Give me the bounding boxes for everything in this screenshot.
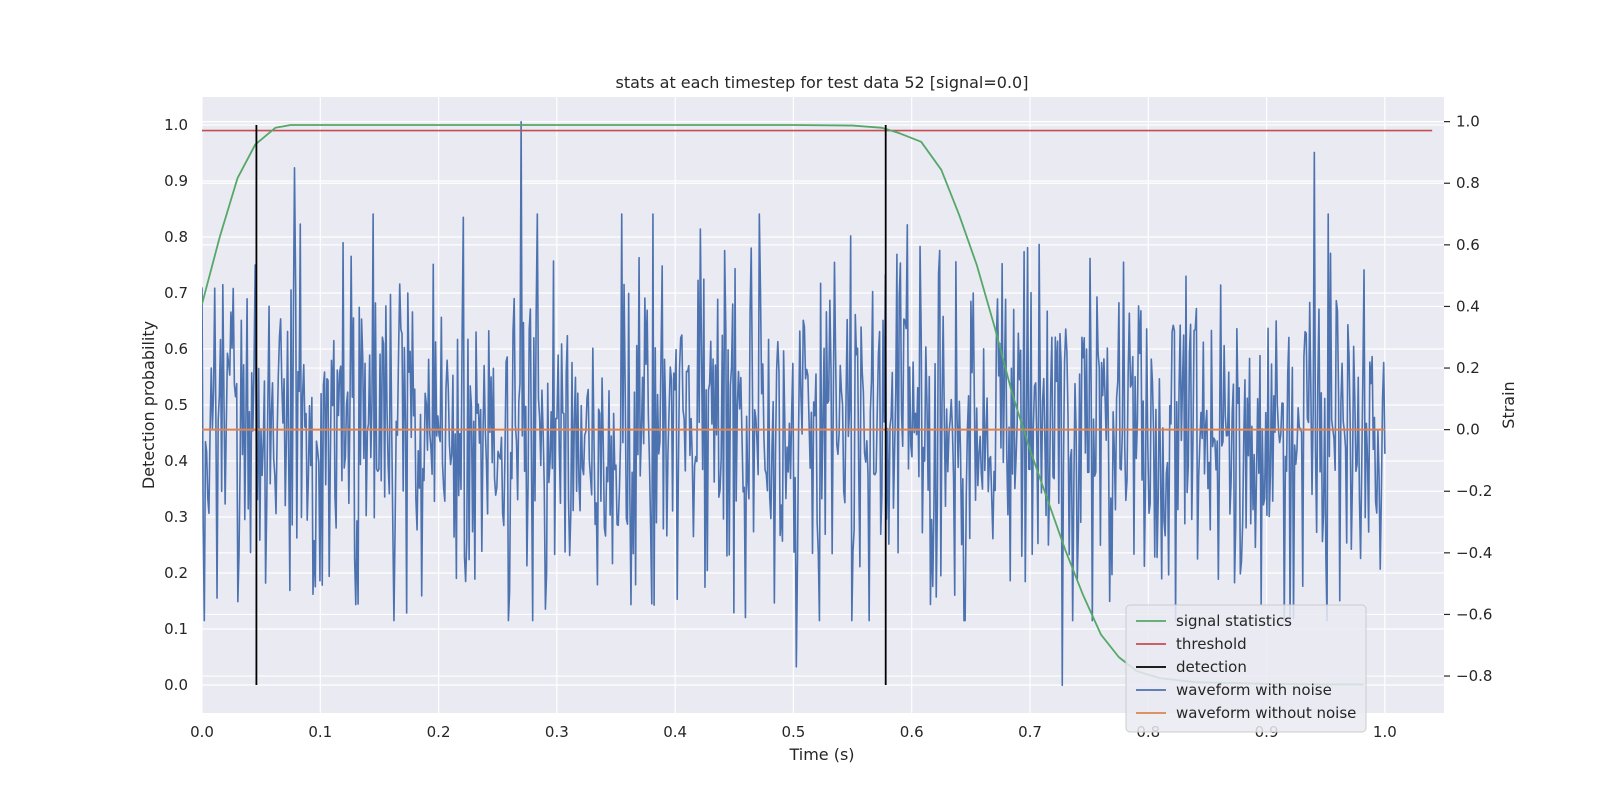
legend-entry: threshold [1176, 635, 1247, 653]
y-tick-label: 0.4 [164, 452, 188, 470]
x-tick-label: 0.1 [308, 723, 332, 741]
y2-tick-label: −0.4 [1456, 544, 1492, 562]
x-tick-label: 0.4 [663, 723, 687, 741]
x-tick-label: 0.7 [1018, 723, 1042, 741]
y2-tick-label: 0.6 [1456, 236, 1480, 254]
plot-series [202, 120, 1433, 687]
legend-box [1125, 604, 1367, 733]
y-tick-label: 0.3 [164, 508, 188, 526]
y-tick-label: 0.2 [164, 564, 188, 582]
legend: signal statistics threshold detection wavef… [1125, 604, 1367, 733]
y-axis-label: Detection probability [139, 321, 158, 489]
x-axis-ticks: 0.00.10.20.30.40.50.60.70.80.91.0 [190, 723, 1397, 741]
x-tick-label: 0.2 [427, 723, 451, 741]
y2-tick-label: 1.0 [1456, 113, 1480, 131]
y-tick-label: 0.0 [164, 676, 188, 694]
y-tick-label: 0.6 [164, 340, 188, 358]
legend-entry: waveform with noise [1176, 681, 1332, 699]
y2-tick-label: 0.0 [1456, 421, 1480, 439]
y-tick-label: 0.7 [164, 284, 188, 302]
y-tick-label: 0.1 [164, 620, 188, 638]
x-tick-label: 0.6 [900, 723, 924, 741]
y-tick-label: 1.0 [164, 116, 188, 134]
x-tick-label: 0.0 [190, 723, 214, 741]
chart-title: stats at each timestep for test data 52 … [616, 73, 1029, 92]
y2-tick-label: −0.8 [1456, 667, 1492, 685]
x-axis-label: Time (s) [788, 745, 854, 764]
y2-axis-label: Strain [1499, 381, 1518, 428]
y2-tick-label: 0.2 [1456, 359, 1480, 377]
x-tick-label: 1.0 [1373, 723, 1397, 741]
series-waveform-with-noise [202, 120, 1386, 687]
y-tick-label: 0.8 [164, 228, 188, 246]
y2-tick-label: −0.6 [1456, 605, 1492, 623]
y-tick-label: 0.9 [164, 172, 188, 190]
y2-axis-ticks: −0.8 −0.6 −0.4 −0.2 0.0 0.2 0.4 0.6 0.8 1.0 [1444, 113, 1492, 685]
y-axis-ticks: 0.0 0.1 0.2 0.3 0.4 0.5 0.6 0.7 0.8 0.9 1.0 [164, 116, 188, 694]
series-layer [202, 120, 1433, 687]
y2-tick-label: −0.2 [1456, 482, 1492, 500]
x-tick-label: 0.3 [545, 723, 569, 741]
y2-tick-label: 0.4 [1456, 297, 1480, 315]
legend-entry: waveform without noise [1176, 704, 1356, 722]
y-tick-label: 0.5 [164, 396, 188, 414]
y2-tick-label: 0.8 [1456, 174, 1480, 192]
x-tick-label: 0.5 [781, 723, 805, 741]
legend-entry: signal statistics [1176, 612, 1292, 630]
legend-entry: detection [1176, 658, 1247, 676]
